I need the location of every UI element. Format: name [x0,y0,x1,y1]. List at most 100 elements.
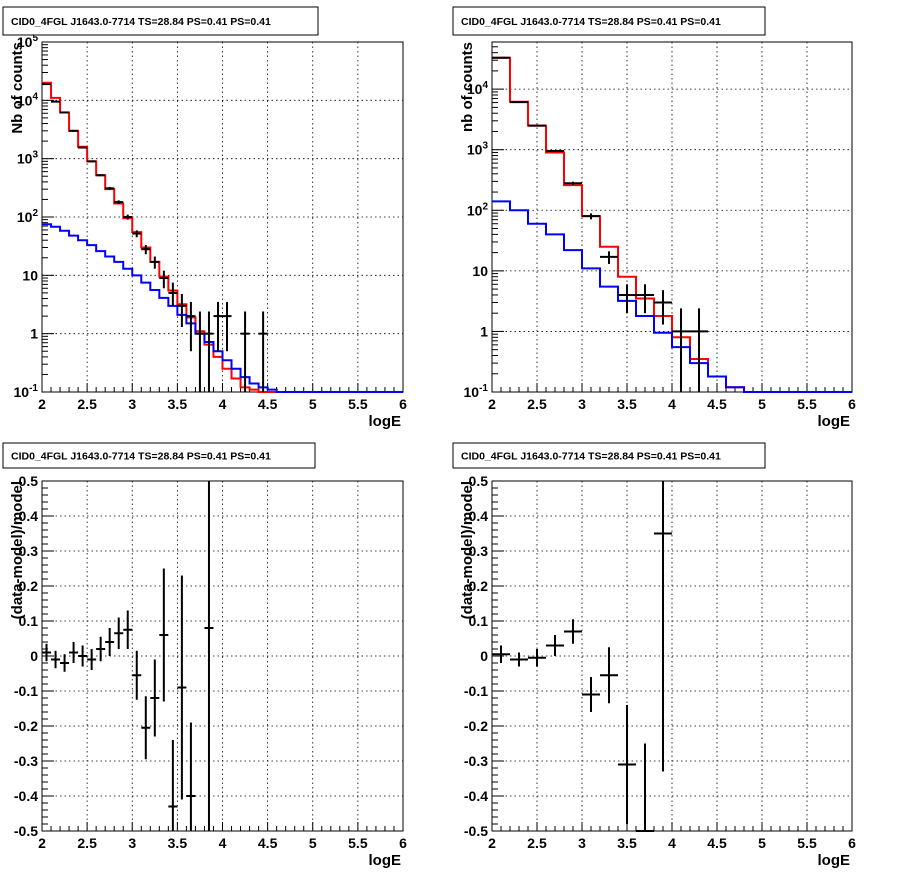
x-tick-label: 3 [128,835,136,851]
y-tick-label: 0.3 [469,543,489,559]
chart-title: CID0_4FGL J1643.0-7714 TS=28.84 PS=0.41 … [11,16,271,28]
data-point [42,643,52,662]
x-tick-label: 2 [38,396,46,412]
data-point [141,696,151,760]
x-tick-label: 4 [668,396,676,412]
x-tick-label: 2 [38,835,46,851]
x-tick-label: 3 [128,396,136,412]
x-tick-label: 4.5 [707,835,727,851]
x-tick-label: 4 [219,396,227,412]
title-box [452,442,766,469]
data-point [105,186,115,190]
data-point [150,659,160,737]
y-tick-label: 105 [17,33,39,50]
x-tick-label: 5 [309,835,317,851]
data-point [60,111,70,114]
x-tick-label: 3.5 [617,396,637,412]
data-point [123,610,133,649]
x-tick-label: 5 [758,835,766,851]
data-point [114,617,124,649]
x-tick-label: 5.5 [797,835,817,851]
y-tick-label: 104 [467,80,489,97]
grid [42,481,403,831]
y-tick-label: -0.1 [464,683,488,699]
y-tick-label: 0 [30,648,38,664]
panel-2: 2 2.5 3 3.5 4 4.5 5 5.5 6 10-1 1 10 102 103 104 logE nb … [452,6,856,430]
x-tick-label: 2 [488,396,496,412]
model-total-line [42,81,403,393]
x-tick-label: 4.5 [258,835,278,851]
data-point [546,635,564,656]
data-point [510,101,528,104]
x-tick-label: 6 [848,396,856,412]
data-point [618,284,636,314]
data-point [87,649,97,670]
data-point [105,628,115,656]
x-tick-label: 5.5 [348,835,368,851]
x-tick-label: 2.5 [527,396,547,412]
x-tick-label: 3.5 [168,396,188,412]
data-point [114,200,124,205]
y-tick-label: 0.3 [19,543,39,559]
data-point [132,230,142,238]
x-tick-label: 5.5 [348,396,368,412]
data-point [240,311,250,392]
title-box [452,6,766,36]
data-point [600,251,618,264]
x-tick-label: 6 [399,835,407,851]
data-point [690,308,708,392]
data-point [510,652,528,667]
data-point [159,568,169,702]
y-tick-label: 0.4 [469,508,489,524]
data-point [636,284,654,314]
data-point [150,256,160,269]
y-tick-label: -0.4 [464,788,488,804]
y-tick-label: 10 [22,267,38,283]
data-point [51,650,61,669]
y-axis-title: (data-model)/model [459,481,476,619]
x-axis-title: logE [818,852,851,869]
y-tick-label: -0.2 [14,718,38,734]
y-tick-label: 0.1 [469,613,489,629]
data-point [42,83,52,86]
y-tick-label: 103 [17,150,39,167]
title-box [2,442,316,469]
y-axis-title: Nb of counts [9,42,26,134]
data-point [186,722,196,831]
data-point [564,619,582,644]
chart-title: CID0_4FGL J1643.0-7714 TS=28.84 PS=0.41 … [461,451,721,463]
x-tick-label: 2.5 [527,835,547,851]
x-tick-label: 3.5 [168,835,188,851]
x-tick-label: 4.5 [258,396,278,412]
y-tick-label: 104 [17,91,39,108]
y-tick-label: -0.4 [14,788,38,804]
series-group [42,81,403,393]
data-point [528,649,546,667]
panel-3: 2 2.5 3 3.5 4 4.5 5 5.5 6 -0.5 -0.4 -0.3 -0.2 -0.1 0 0.… [2,442,407,869]
y-tick-label: 0.2 [469,578,489,594]
series-group [492,481,672,832]
data-point [204,311,214,392]
data-point [546,150,564,153]
chart-title: CID0_4FGL J1643.0-7714 TS=28.84 PS=0.41 … [461,16,721,28]
y-tick-label: 102 [17,208,39,225]
y-tick-label: -0.1 [14,683,38,699]
x-axis-title: logE [369,852,402,869]
data-point [654,290,672,325]
data-point [258,311,268,392]
data-point [582,213,600,220]
data-point [51,100,61,103]
data-point [195,311,205,392]
grid [42,42,403,392]
data-point [168,282,178,306]
x-tick-label: 3 [578,396,586,412]
data-point [132,650,142,700]
data-point [177,575,187,800]
y-tick-label: 1 [480,323,488,339]
x-tick-label: 5 [758,396,766,412]
data-point [492,645,510,663]
y-tick-label: 10-1 [464,383,489,400]
series-group [42,481,214,831]
data-point [528,124,546,127]
